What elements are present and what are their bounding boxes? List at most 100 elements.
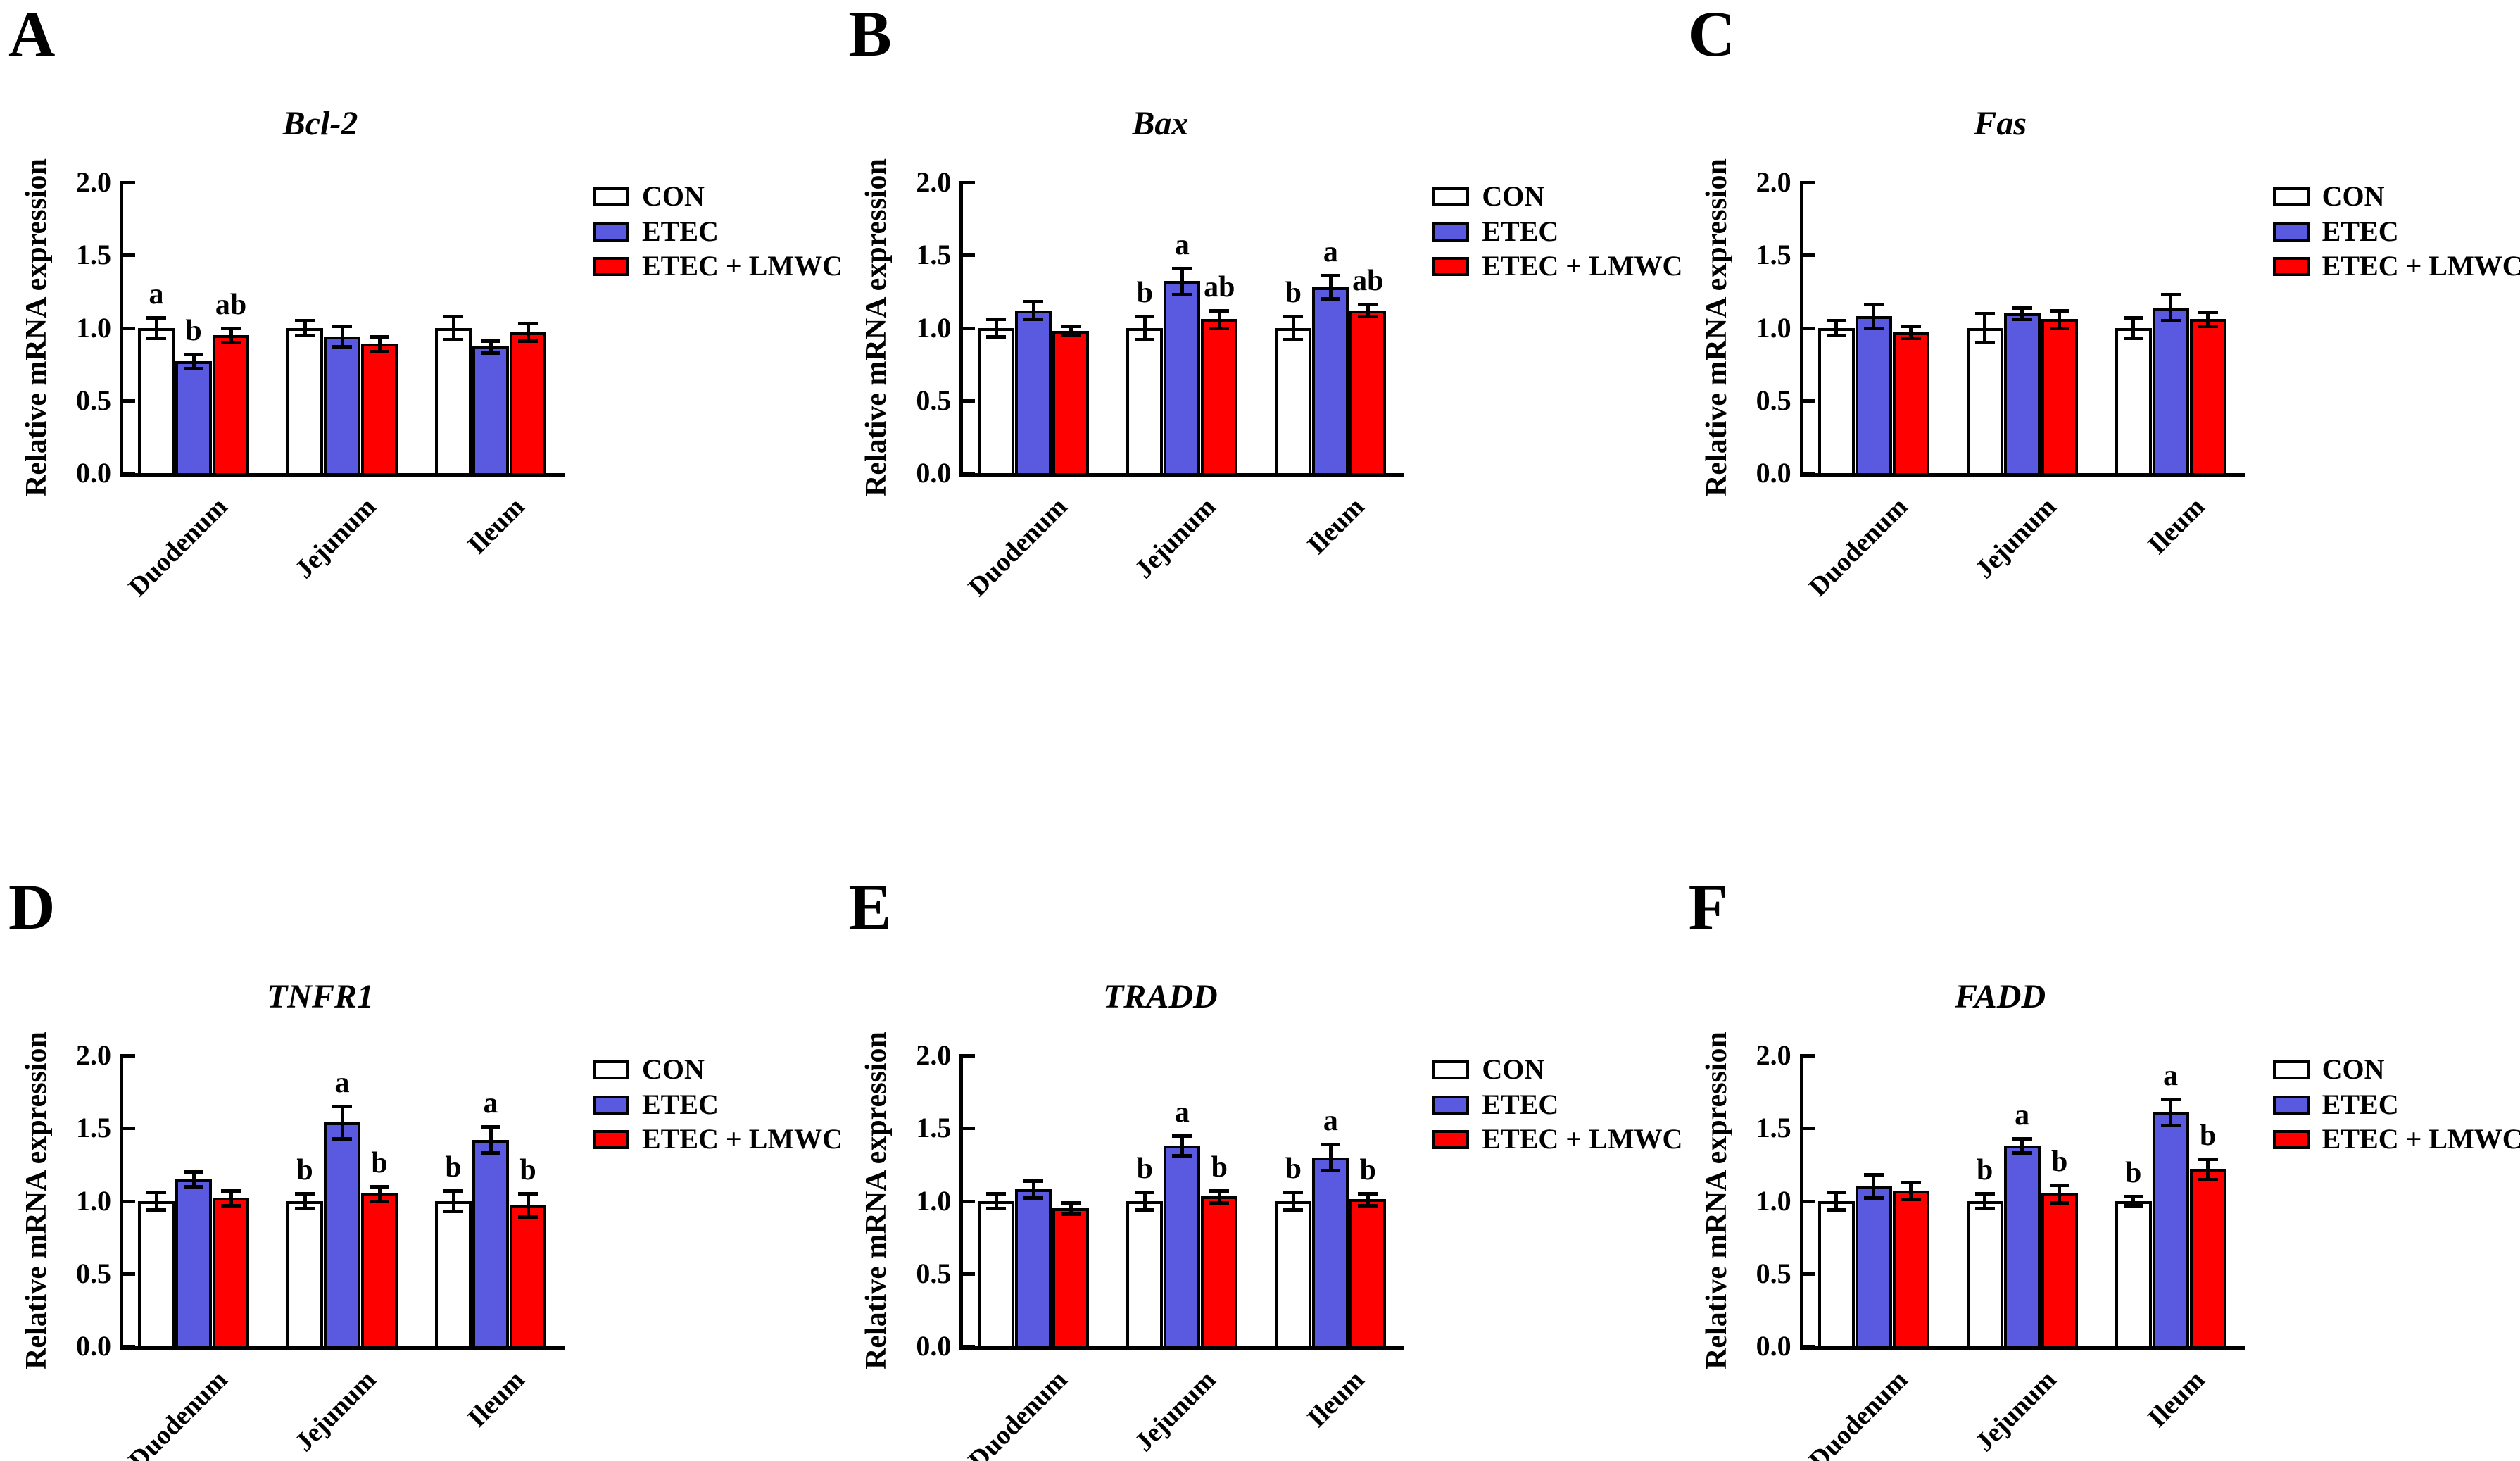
x-tick-label-jejunum: Jejunum (289, 1365, 382, 1457)
error-bar-cap (443, 338, 463, 342)
bar-con-ileum (2115, 327, 2152, 476)
y-tick-mark (1803, 1199, 1815, 1203)
error-bar-cap (332, 1136, 352, 1141)
error-bar (1983, 313, 1987, 343)
significance-letter: b (1136, 1153, 1153, 1186)
bar-etec-lmwc-ileum (2189, 319, 2226, 476)
error-bar-cap (221, 1203, 241, 1208)
y-tick-label: 2.0 (76, 1039, 111, 1071)
error-bar-cap (1209, 1200, 1230, 1205)
error-bar-cap (481, 339, 500, 344)
error-bar-cap (1283, 1208, 1304, 1212)
error-bar-cap (2198, 310, 2218, 314)
error-bar-cap (1826, 1208, 1846, 1212)
error-bar-cap (1901, 336, 1921, 340)
y-tick-label: 0.5 (1756, 384, 1791, 416)
x-tick-label-jejunum: Jejunum (1129, 1365, 1222, 1457)
legend-swatch-etec (1432, 1096, 1470, 1115)
error-bar (340, 1106, 344, 1139)
bar-etec-lmwc-ileum (510, 332, 546, 476)
error-bar-cap (2160, 1097, 2181, 1101)
bar-etec-jejunum (1164, 281, 1201, 476)
error-bar-cap (221, 341, 241, 345)
legend-label: ETEC (642, 215, 719, 247)
significance-letter: a (149, 278, 164, 311)
y-tick-mark (1803, 1272, 1815, 1276)
error-bar-cap (1901, 1198, 1921, 1202)
y-tick-label: 1.5 (76, 1112, 111, 1144)
error-bar (1834, 1192, 1839, 1210)
significance-letter: a (2015, 1098, 2030, 1131)
significance-letter: a (2163, 1059, 2179, 1092)
error-bar-cap (1209, 1189, 1230, 1193)
legend-swatch-etec-lmwc (593, 257, 629, 276)
error-bar (451, 315, 455, 339)
error-bar (2058, 1184, 2062, 1203)
error-bar-cap (1358, 1192, 1378, 1196)
error-bar-cap (2198, 1157, 2218, 1161)
error-bar-cap (2198, 1177, 2218, 1181)
error-bar (1834, 320, 1839, 335)
bar-etec-jejunum (324, 336, 360, 476)
y-tick-mark (1803, 1054, 1815, 1058)
x-tick-label-duodenum: Duodenum (962, 1365, 1073, 1461)
error-bar-cap (1826, 319, 1846, 323)
y-tick-mark (123, 326, 135, 330)
x-tick-label-ileum: Ileum (1302, 491, 1371, 560)
legend-label: ETEC (2321, 215, 2399, 247)
panel-letter: F (1688, 871, 1728, 943)
error-bar-cap (184, 352, 203, 356)
error-bar-cap (1023, 1179, 1044, 1183)
chart-panel-f: F FADD Relative mRNA expression 2.0 1.5 1.… (1680, 873, 2520, 1461)
bar-etec-ileum (2152, 1112, 2189, 1349)
y-tick-mark (963, 1272, 976, 1276)
bar-etec-lmwc-jejunum (361, 344, 398, 476)
error-bar-cap (443, 1209, 463, 1213)
error-bar-cap (1061, 333, 1081, 337)
y-tick-label: 2.0 (916, 1039, 952, 1071)
legend-label: CON (642, 1053, 705, 1085)
error-bar (2131, 1196, 2136, 1205)
significance-letter: a (1323, 236, 1338, 269)
y-tick-label: 1.0 (76, 1184, 111, 1217)
significance-letter: a (1174, 1096, 1190, 1129)
error-bar-cap (1358, 303, 1378, 307)
bar-con-duodenum (978, 327, 1015, 476)
legend-label: ETEC + LMWC (642, 1123, 843, 1155)
y-tick-mark (123, 1345, 135, 1348)
y-tick-mark (963, 1345, 976, 1348)
error-bar-cap (1358, 1203, 1378, 1208)
y-tick-mark (963, 1054, 976, 1058)
y-tick-mark (963, 399, 976, 403)
error-bar-cap (146, 336, 166, 340)
y-tick-mark (123, 472, 135, 475)
x-tick-label-duodenum: Duodenum (122, 491, 234, 603)
y-tick-mark (123, 1199, 135, 1203)
y-tick-label: 0.5 (76, 384, 111, 416)
bar-etec-duodenum (1015, 310, 1052, 476)
error-bar-cap (1321, 1169, 1341, 1173)
error-bar-cap (1321, 1142, 1341, 1146)
bar-etec-lmwc-duodenum (1892, 332, 1929, 476)
error-bar (1909, 326, 1913, 338)
y-axis-line (959, 181, 964, 477)
error-bar-cap (184, 1170, 203, 1174)
error-bar-cap (1209, 326, 1230, 330)
significance-letter: b (1359, 1154, 1376, 1187)
bar-etec-lmwc-ileum (510, 1205, 546, 1349)
legend-label: ETEC + LMWC (2321, 250, 2520, 282)
error-bar-cap (184, 367, 203, 371)
y-axis-line (1799, 1054, 1803, 1350)
error-bar-cap (295, 333, 315, 337)
error-bar-cap (2012, 1136, 2032, 1141)
bar-etec-lmwc-ileum (1349, 310, 1387, 476)
chart-panel-a: A Bcl-2 Relative mRNA expression 2.0 1.5 1… (0, 0, 843, 732)
chart-title: Fas (1974, 105, 2027, 142)
error-bar (2169, 1098, 2173, 1126)
significance-letter: ab (1204, 270, 1235, 303)
error-bar-cap (1901, 325, 1921, 329)
significance-letter: ab (1352, 265, 1384, 298)
error-bar-cap (1863, 1173, 1884, 1177)
bar-con-duodenum (138, 327, 175, 476)
error-bar-cap (1061, 1212, 1081, 1217)
